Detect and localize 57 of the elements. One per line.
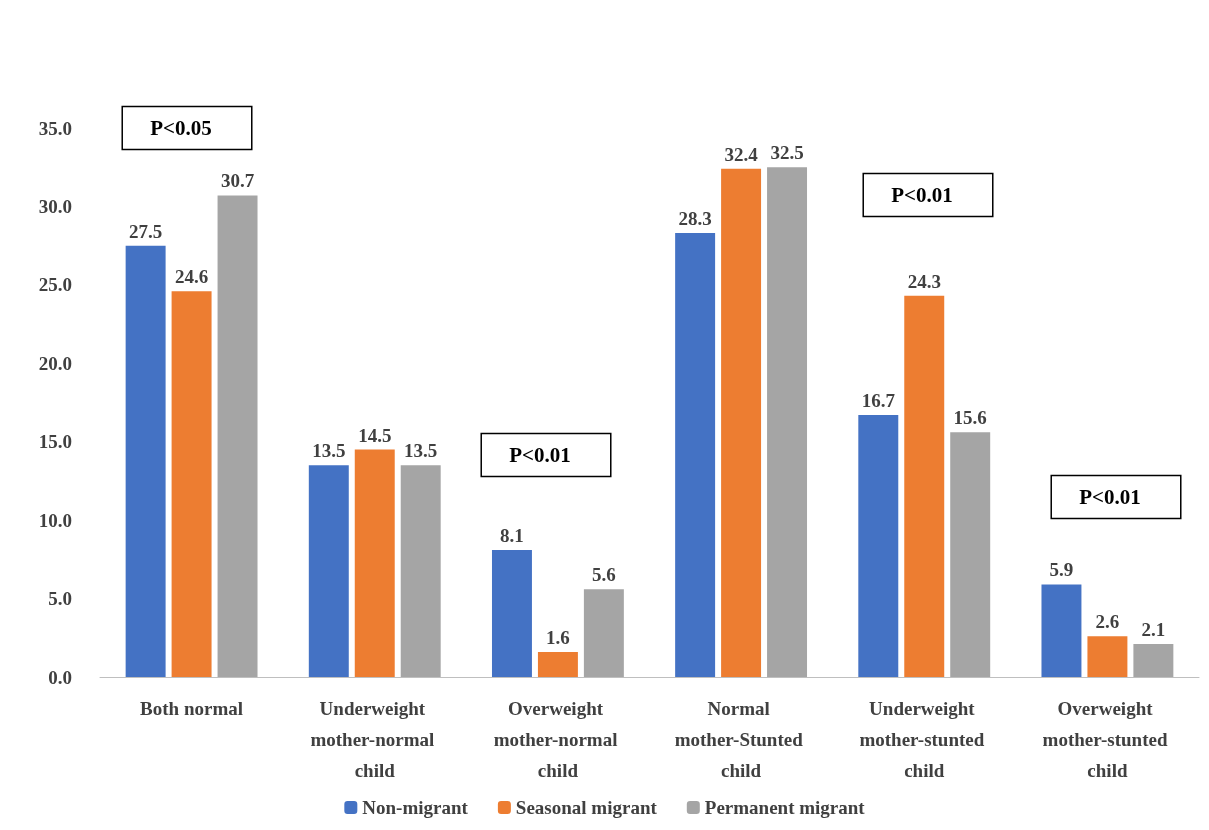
- bar: [904, 295, 945, 677]
- data-label: 8.1: [500, 524, 524, 546]
- y-tick-label: 15.0: [38, 431, 72, 453]
- y-tick-label: 30.0: [38, 195, 72, 217]
- bar: [537, 651, 578, 677]
- bar: [354, 449, 395, 677]
- annotation: P<0.05: [150, 116, 212, 140]
- data-label: 24.6: [174, 266, 209, 288]
- bar: [1087, 636, 1128, 677]
- data-label: 14.5: [358, 424, 392, 446]
- y-tick-label: 10.0: [38, 509, 72, 531]
- bar: [858, 415, 899, 677]
- y-tick-label: 35.0: [38, 117, 72, 139]
- data-label: 32.4: [724, 143, 759, 165]
- data-label: 32.5: [770, 142, 804, 164]
- bar: [583, 589, 624, 677]
- data-label: 24.3: [907, 270, 941, 292]
- x-tick-label: Normal mother-Stunted child: [674, 698, 808, 781]
- legend-label: Seasonal migrant: [515, 797, 658, 818]
- x-tick-label: Underweight mother-stunted child: [859, 698, 990, 781]
- y-tick-label: 0.0: [48, 666, 72, 688]
- data-label: 2.1: [1141, 619, 1166, 641]
- bar: [950, 432, 991, 677]
- data-label: 28.3: [678, 208, 712, 230]
- bar: [721, 168, 762, 677]
- y-tick-label: 5.0: [48, 588, 72, 610]
- bar: [1041, 584, 1082, 677]
- legend-label: Non-migrant: [362, 797, 469, 818]
- data-label: 1.6: [546, 626, 570, 648]
- data-label: 2.6: [1095, 611, 1120, 633]
- data-label: 30.7: [220, 170, 255, 192]
- data-label: 5.9: [1049, 559, 1074, 581]
- legend-label: Permanent migrant: [704, 797, 866, 818]
- bar: [171, 291, 212, 677]
- bar: [1133, 644, 1174, 677]
- data-label: 15.6: [953, 407, 987, 429]
- annotation: P<0.01: [891, 183, 953, 207]
- y-tick-label: 20.0: [38, 352, 72, 374]
- data-label: 5.6: [592, 564, 616, 586]
- bar: [400, 465, 441, 677]
- data-label: 13.5: [404, 440, 438, 462]
- y-tick-label: 25.0: [38, 274, 72, 296]
- data-label: 27.5: [129, 220, 163, 242]
- data-label: 16.7: [861, 390, 896, 412]
- data-label: 13.5: [312, 440, 346, 462]
- x-tick-label: Underweight mother-normal child: [310, 698, 440, 781]
- bar: [675, 233, 716, 677]
- x-tick-label: Both normal: [140, 698, 244, 719]
- bar: [308, 465, 349, 677]
- bar: [491, 549, 532, 677]
- x-tick-label: Overweight mother-stunted child: [1042, 698, 1173, 781]
- bar: [217, 195, 258, 677]
- x-tick-label: Overweight mother-normal child: [493, 698, 623, 781]
- bar: [767, 167, 808, 677]
- annotation: P<0.01: [1079, 485, 1141, 509]
- annotation: P<0.01: [509, 443, 571, 467]
- bar: [125, 245, 166, 677]
